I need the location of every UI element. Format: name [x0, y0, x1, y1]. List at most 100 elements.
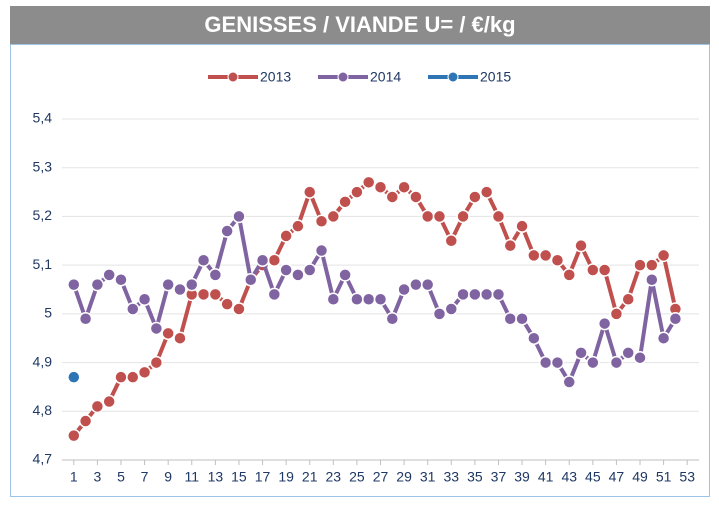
- data-point: [267, 287, 282, 302]
- data-point: [645, 258, 659, 272]
- legend-marker: [447, 71, 459, 83]
- data-point: [527, 248, 541, 263]
- x-tick-label: 7: [141, 469, 149, 485]
- x-tick-label: 23: [326, 469, 342, 485]
- x-tick-label: 11: [184, 469, 199, 485]
- x-tick-label: 21: [302, 469, 318, 485]
- data-point: [90, 277, 105, 292]
- data-point: [409, 277, 423, 292]
- x-tick-label: 29: [396, 469, 412, 485]
- x-tick-label: 17: [255, 469, 271, 485]
- x-tick-label: 3: [93, 469, 101, 485]
- title-bar: [10, 6, 710, 44]
- data-point: [515, 219, 529, 233]
- data-point: [574, 346, 588, 360]
- data-point: [232, 209, 246, 224]
- y-tick-label: 4,8: [33, 402, 53, 418]
- data-point: [527, 331, 541, 345]
- data-point: [503, 311, 518, 326]
- data-point: [597, 263, 612, 277]
- data-point: [350, 292, 364, 306]
- data-point: [350, 185, 364, 199]
- data-point: [102, 268, 116, 282]
- x-tick-label: 51: [656, 469, 672, 485]
- data-point: [255, 253, 270, 268]
- data-point: [373, 292, 388, 306]
- x-tick-label: 31: [420, 469, 436, 485]
- data-point: [267, 253, 282, 268]
- data-point: [397, 282, 411, 297]
- legend-label: 2015: [480, 69, 511, 85]
- data-point: [161, 326, 175, 341]
- x-tick-label: 37: [491, 469, 507, 485]
- data-point: [574, 238, 588, 253]
- data-point: [385, 190, 400, 204]
- data-point: [279, 263, 293, 277]
- data-point: [220, 224, 234, 238]
- data-point: [550, 355, 565, 370]
- data-point: [137, 292, 152, 306]
- data-point: [538, 355, 553, 370]
- data-point: [314, 243, 329, 258]
- data-point: [67, 277, 81, 292]
- data-point: [550, 253, 565, 268]
- data-point: [291, 219, 305, 233]
- series-line: [72, 180, 678, 437]
- data-point: [302, 263, 317, 277]
- legend-label: 2014: [370, 69, 401, 85]
- x-tick-label: 39: [514, 469, 530, 485]
- x-tick-label: 33: [443, 469, 459, 485]
- data-point: [515, 311, 529, 326]
- data-point: [149, 355, 164, 370]
- chart-title: GENISSES / VIANDE U= / €/kg: [204, 12, 515, 37]
- data-point: [468, 287, 482, 302]
- y-tick-label: 4,7: [33, 451, 53, 467]
- data-point: [420, 209, 435, 224]
- data-point: [562, 375, 576, 389]
- x-tick-label: 47: [609, 469, 625, 485]
- data-point: [67, 428, 81, 443]
- data-point: [114, 273, 128, 287]
- data-point: [302, 185, 317, 199]
- x-tick-label: 43: [561, 469, 577, 485]
- legend-marker: [227, 71, 239, 83]
- data-point: [432, 209, 447, 224]
- data-point: [90, 399, 105, 414]
- data-point: [78, 414, 93, 428]
- data-point: [161, 277, 175, 292]
- data-point: [314, 214, 329, 229]
- y-tick-label: 4,9: [33, 353, 53, 369]
- data-point: [645, 273, 659, 287]
- data-point: [668, 311, 683, 326]
- data-point: [326, 292, 341, 306]
- data-point: [173, 331, 187, 345]
- data-point: [126, 370, 140, 384]
- data-point: [444, 234, 459, 248]
- x-tick-label: 13: [208, 469, 224, 485]
- data-point: [538, 248, 553, 263]
- data-point: [102, 394, 116, 409]
- legend-marker: [337, 71, 349, 83]
- data-point: [326, 209, 341, 224]
- x-tick-label: 45: [585, 469, 601, 485]
- data-point: [67, 370, 81, 384]
- data-point: [468, 190, 482, 204]
- data-point: [586, 355, 600, 370]
- data-point: [220, 297, 234, 311]
- data-point: [173, 282, 187, 297]
- y-tick-label: 5,3: [33, 158, 53, 174]
- y-tick-label: 5,4: [33, 110, 53, 126]
- data-point: [361, 292, 376, 306]
- data-point: [656, 248, 671, 263]
- data-point: [456, 209, 470, 224]
- data-point: [385, 311, 400, 326]
- data-point: [373, 180, 388, 194]
- data-point: [78, 311, 93, 326]
- data-point: [609, 355, 624, 370]
- data-point: [586, 263, 600, 277]
- data-point: [338, 268, 352, 282]
- data-point: [208, 287, 223, 302]
- data-point: [444, 302, 459, 316]
- x-tick-label: 5: [117, 469, 125, 485]
- data-point: [656, 331, 671, 345]
